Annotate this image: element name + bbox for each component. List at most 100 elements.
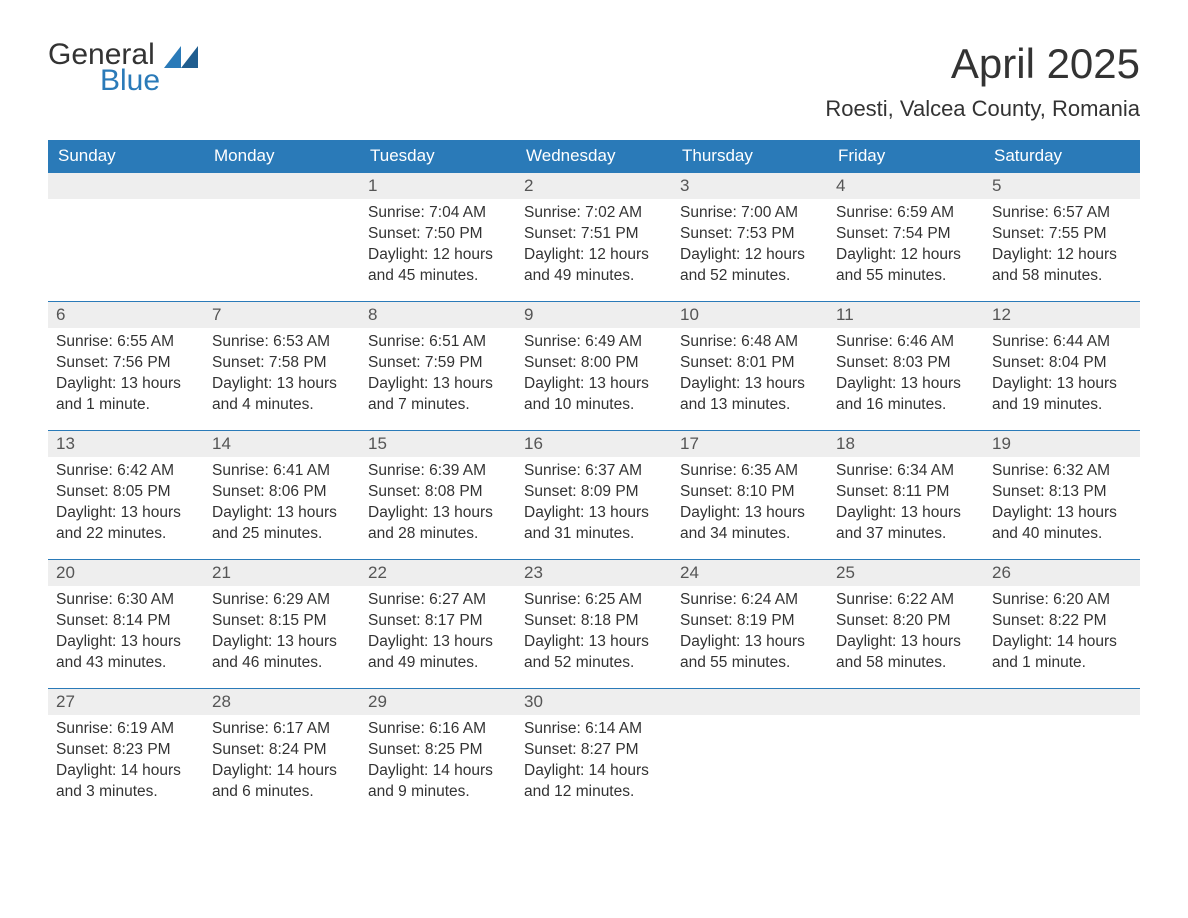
sunset-text: Sunset: 8:09 PM xyxy=(524,482,664,503)
sunrise-text: Sunrise: 6:20 AM xyxy=(992,590,1132,611)
day-cell: 17Sunrise: 6:35 AMSunset: 8:10 PMDayligh… xyxy=(672,431,828,559)
day-cell: 16Sunrise: 6:37 AMSunset: 8:09 PMDayligh… xyxy=(516,431,672,559)
daylight-text: Daylight: 13 hours and 46 minutes. xyxy=(212,632,352,674)
sunset-text: Sunset: 8:04 PM xyxy=(992,353,1132,374)
day-number: 14 xyxy=(204,431,360,457)
sunrise-text: Sunrise: 6:53 AM xyxy=(212,332,352,353)
day-number: 24 xyxy=(672,560,828,586)
day-number: 30 xyxy=(516,689,672,715)
sunset-text: Sunset: 8:27 PM xyxy=(524,740,664,761)
day-body: Sunrise: 6:24 AMSunset: 8:19 PMDaylight:… xyxy=(672,586,828,674)
sunset-text: Sunset: 8:05 PM xyxy=(56,482,196,503)
day-cell: 22Sunrise: 6:27 AMSunset: 8:17 PMDayligh… xyxy=(360,560,516,688)
day-body: Sunrise: 6:20 AMSunset: 8:22 PMDaylight:… xyxy=(984,586,1140,674)
daylight-text: Daylight: 14 hours and 3 minutes. xyxy=(56,761,196,803)
day-cell: 28Sunrise: 6:17 AMSunset: 8:24 PMDayligh… xyxy=(204,689,360,817)
day-number: 4 xyxy=(828,173,984,199)
day-number xyxy=(672,689,828,715)
sunrise-text: Sunrise: 6:41 AM xyxy=(212,461,352,482)
sunrise-text: Sunrise: 6:29 AM xyxy=(212,590,352,611)
day-body: Sunrise: 6:39 AMSunset: 8:08 PMDaylight:… xyxy=(360,457,516,545)
day-cell: 29Sunrise: 6:16 AMSunset: 8:25 PMDayligh… xyxy=(360,689,516,817)
sunset-text: Sunset: 7:56 PM xyxy=(56,353,196,374)
day-body: Sunrise: 6:49 AMSunset: 8:00 PMDaylight:… xyxy=(516,328,672,416)
day-body: Sunrise: 6:41 AMSunset: 8:06 PMDaylight:… xyxy=(204,457,360,545)
day-body: Sunrise: 6:16 AMSunset: 8:25 PMDaylight:… xyxy=(360,715,516,803)
sunset-text: Sunset: 8:00 PM xyxy=(524,353,664,374)
sunrise-text: Sunrise: 6:34 AM xyxy=(836,461,976,482)
sunrise-text: Sunrise: 6:25 AM xyxy=(524,590,664,611)
day-body: Sunrise: 6:14 AMSunset: 8:27 PMDaylight:… xyxy=(516,715,672,803)
day-number: 23 xyxy=(516,560,672,586)
day-body: Sunrise: 6:34 AMSunset: 8:11 PMDaylight:… xyxy=(828,457,984,545)
day-body: Sunrise: 6:37 AMSunset: 8:09 PMDaylight:… xyxy=(516,457,672,545)
sunrise-text: Sunrise: 6:16 AM xyxy=(368,719,508,740)
sunset-text: Sunset: 8:24 PM xyxy=(212,740,352,761)
sunset-text: Sunset: 8:19 PM xyxy=(680,611,820,632)
day-body: Sunrise: 6:57 AMSunset: 7:55 PMDaylight:… xyxy=(984,199,1140,287)
sunrise-text: Sunrise: 6:49 AM xyxy=(524,332,664,353)
week-row: 1Sunrise: 7:04 AMSunset: 7:50 PMDaylight… xyxy=(48,173,1140,301)
weekday-thursday: Thursday xyxy=(672,140,828,173)
sunset-text: Sunset: 7:50 PM xyxy=(368,224,508,245)
day-number: 7 xyxy=(204,302,360,328)
day-number: 2 xyxy=(516,173,672,199)
daylight-text: Daylight: 13 hours and 52 minutes. xyxy=(524,632,664,674)
day-body: Sunrise: 6:42 AMSunset: 8:05 PMDaylight:… xyxy=(48,457,204,545)
title-block: April 2025 Roesti, Valcea County, Romani… xyxy=(825,40,1140,122)
daylight-text: Daylight: 12 hours and 52 minutes. xyxy=(680,245,820,287)
day-cell: 14Sunrise: 6:41 AMSunset: 8:06 PMDayligh… xyxy=(204,431,360,559)
day-number: 13 xyxy=(48,431,204,457)
sunset-text: Sunset: 7:54 PM xyxy=(836,224,976,245)
day-cell: 10Sunrise: 6:48 AMSunset: 8:01 PMDayligh… xyxy=(672,302,828,430)
daylight-text: Daylight: 13 hours and 7 minutes. xyxy=(368,374,508,416)
daylight-text: Daylight: 14 hours and 6 minutes. xyxy=(212,761,352,803)
day-number: 18 xyxy=(828,431,984,457)
brand-mark-icon xyxy=(164,46,198,68)
day-cell: 24Sunrise: 6:24 AMSunset: 8:19 PMDayligh… xyxy=(672,560,828,688)
day-body: Sunrise: 6:59 AMSunset: 7:54 PMDaylight:… xyxy=(828,199,984,287)
sunset-text: Sunset: 8:13 PM xyxy=(992,482,1132,503)
brand-word-blue: Blue xyxy=(100,66,160,96)
day-cell: 6Sunrise: 6:55 AMSunset: 7:56 PMDaylight… xyxy=(48,302,204,430)
sunset-text: Sunset: 7:51 PM xyxy=(524,224,664,245)
daylight-text: Daylight: 13 hours and 22 minutes. xyxy=(56,503,196,545)
daylight-text: Daylight: 13 hours and 37 minutes. xyxy=(836,503,976,545)
day-number: 15 xyxy=(360,431,516,457)
calendar: SundayMondayTuesdayWednesdayThursdayFrid… xyxy=(48,140,1140,817)
week-row: 27Sunrise: 6:19 AMSunset: 8:23 PMDayligh… xyxy=(48,688,1140,817)
sunrise-text: Sunrise: 6:57 AM xyxy=(992,203,1132,224)
month-title: April 2025 xyxy=(825,40,1140,88)
sunrise-text: Sunrise: 6:27 AM xyxy=(368,590,508,611)
day-body: Sunrise: 6:53 AMSunset: 7:58 PMDaylight:… xyxy=(204,328,360,416)
sunset-text: Sunset: 7:55 PM xyxy=(992,224,1132,245)
sunset-text: Sunset: 8:15 PM xyxy=(212,611,352,632)
sunrise-text: Sunrise: 6:44 AM xyxy=(992,332,1132,353)
day-cell: 23Sunrise: 6:25 AMSunset: 8:18 PMDayligh… xyxy=(516,560,672,688)
day-cell: 15Sunrise: 6:39 AMSunset: 8:08 PMDayligh… xyxy=(360,431,516,559)
day-body: Sunrise: 6:17 AMSunset: 8:24 PMDaylight:… xyxy=(204,715,360,803)
daylight-text: Daylight: 14 hours and 12 minutes. xyxy=(524,761,664,803)
weekday-sunday: Sunday xyxy=(48,140,204,173)
day-body: Sunrise: 7:04 AMSunset: 7:50 PMDaylight:… xyxy=(360,199,516,287)
brand-logo: General Blue xyxy=(48,40,198,96)
sunrise-text: Sunrise: 6:35 AM xyxy=(680,461,820,482)
weekday-header-row: SundayMondayTuesdayWednesdayThursdayFrid… xyxy=(48,140,1140,173)
day-body: Sunrise: 6:22 AMSunset: 8:20 PMDaylight:… xyxy=(828,586,984,674)
day-number: 25 xyxy=(828,560,984,586)
daylight-text: Daylight: 13 hours and 40 minutes. xyxy=(992,503,1132,545)
day-body: Sunrise: 6:55 AMSunset: 7:56 PMDaylight:… xyxy=(48,328,204,416)
daylight-text: Daylight: 12 hours and 45 minutes. xyxy=(368,245,508,287)
day-number xyxy=(48,173,204,199)
calendar-body: 1Sunrise: 7:04 AMSunset: 7:50 PMDaylight… xyxy=(48,173,1140,817)
sunrise-text: Sunrise: 6:32 AM xyxy=(992,461,1132,482)
daylight-text: Daylight: 14 hours and 1 minute. xyxy=(992,632,1132,674)
day-number xyxy=(828,689,984,715)
sunset-text: Sunset: 8:11 PM xyxy=(836,482,976,503)
day-body: Sunrise: 7:00 AMSunset: 7:53 PMDaylight:… xyxy=(672,199,828,287)
sunrise-text: Sunrise: 6:19 AM xyxy=(56,719,196,740)
day-number: 17 xyxy=(672,431,828,457)
day-number: 20 xyxy=(48,560,204,586)
day-number: 19 xyxy=(984,431,1140,457)
daylight-text: Daylight: 13 hours and 13 minutes. xyxy=(680,374,820,416)
